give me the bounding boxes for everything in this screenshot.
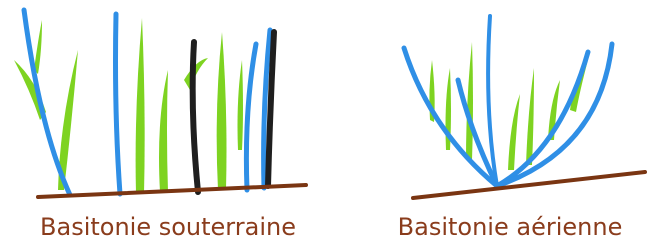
diagram: Basitonie souterraine Basitonie aérienne	[0, 0, 649, 248]
caption: Basitonie souterraine	[40, 213, 296, 241]
caption: Basitonie aérienne	[398, 213, 623, 241]
underground-illustration	[14, 10, 306, 197]
aerial-illustration	[404, 16, 645, 198]
